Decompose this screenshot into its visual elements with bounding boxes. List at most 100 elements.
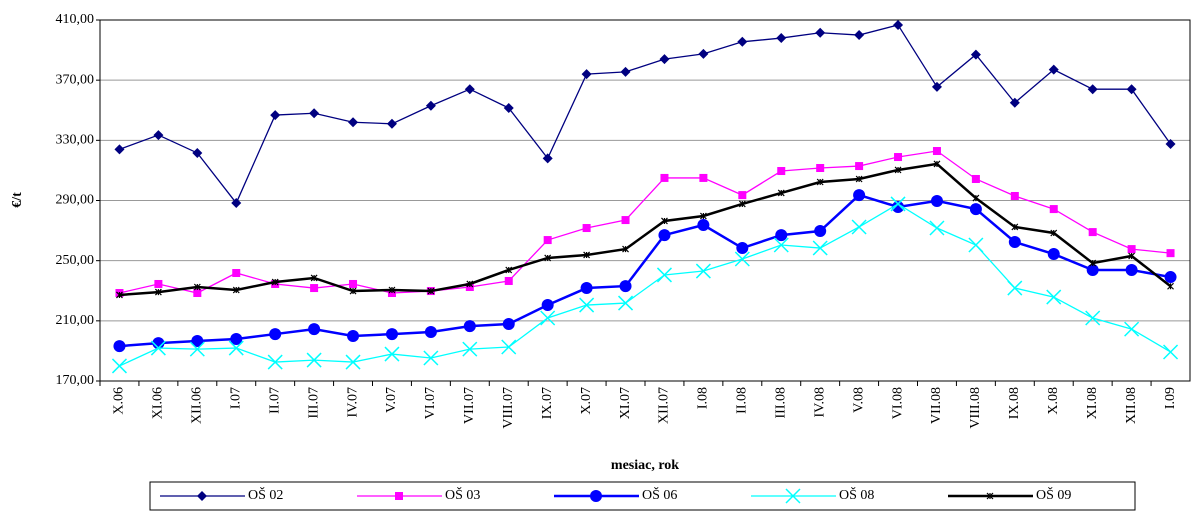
marker: [154, 288, 162, 296]
marker: [543, 236, 552, 245]
marker: [308, 323, 321, 336]
x-tick-label: XII.07: [657, 387, 672, 424]
marker: [969, 203, 982, 216]
marker: [1165, 138, 1176, 149]
marker: [1048, 64, 1059, 75]
marker: [193, 289, 202, 298]
marker: [540, 310, 556, 326]
marker: [738, 200, 746, 208]
marker: [855, 162, 864, 171]
marker: [775, 229, 788, 242]
marker: [971, 174, 980, 183]
marker: [1086, 263, 1099, 276]
marker: [1126, 84, 1137, 95]
marker: [814, 225, 827, 238]
x-tick-label: VI.08: [890, 387, 905, 419]
marker: [465, 282, 474, 291]
marker: [1087, 84, 1098, 95]
x-tick-label: IV.07: [345, 387, 360, 417]
marker: [388, 286, 396, 294]
marker: [812, 240, 828, 256]
marker: [816, 178, 824, 186]
marker: [618, 295, 634, 311]
x-tick-label: VII.08: [929, 387, 944, 424]
marker: [581, 69, 592, 80]
marker: [114, 144, 125, 155]
marker: [1047, 248, 1060, 261]
legend-label: OŠ 02: [248, 486, 283, 503]
marker: [736, 242, 749, 255]
marker: [309, 108, 320, 119]
marker: [349, 287, 357, 295]
marker: [306, 352, 322, 368]
marker: [658, 229, 671, 242]
marker: [894, 153, 903, 162]
marker: [502, 317, 515, 330]
marker: [503, 102, 514, 113]
x-tick-label: IV.08: [812, 387, 827, 417]
marker: [1010, 191, 1019, 200]
marker: [504, 276, 513, 285]
x-axis-label: mesiac, rok: [611, 458, 679, 473]
y-tick-label: 250,00: [56, 253, 95, 268]
x-tick-label: VII.07: [462, 387, 477, 424]
marker: [933, 160, 941, 168]
marker: [464, 84, 475, 95]
marker: [1164, 271, 1177, 284]
x-tick-label: II.07: [267, 387, 282, 414]
marker: [116, 291, 123, 299]
x-tick-label: I.08: [696, 387, 711, 409]
marker: [734, 251, 750, 267]
marker: [1166, 249, 1175, 258]
marker: [232, 269, 241, 278]
marker: [932, 147, 941, 156]
marker: [191, 334, 204, 347]
marker: [894, 166, 902, 174]
x-tick-label: IX.08: [1007, 387, 1022, 419]
marker: [424, 325, 437, 338]
marker: [1088, 228, 1097, 237]
legend-label: OŠ 08: [839, 486, 874, 503]
marker: [228, 340, 244, 356]
marker: [113, 340, 126, 353]
marker: [192, 147, 203, 158]
marker: [385, 328, 398, 341]
marker: [310, 284, 319, 293]
marker: [851, 219, 867, 235]
marker: [232, 286, 240, 294]
marker: [1007, 280, 1023, 296]
marker: [660, 173, 669, 182]
marker: [150, 340, 166, 356]
marker: [816, 164, 825, 173]
marker: [386, 118, 397, 129]
marker: [776, 33, 787, 44]
legend-marker: [785, 488, 801, 504]
marker: [972, 194, 980, 202]
x-tick-label: XI.06: [151, 387, 166, 419]
marker: [854, 30, 865, 41]
y-tick-label: 410,00: [56, 12, 95, 27]
marker: [542, 153, 553, 164]
x-tick-label: VI.07: [423, 387, 438, 419]
marker: [193, 283, 201, 291]
marker: [583, 251, 591, 259]
marker: [892, 200, 905, 213]
marker: [154, 279, 163, 288]
marker: [815, 27, 826, 38]
marker: [619, 280, 632, 293]
marker: [697, 219, 710, 232]
x-tick-label: IX.07: [540, 387, 555, 419]
marker: [695, 263, 711, 279]
marker: [930, 194, 943, 207]
marker: [1085, 310, 1101, 326]
marker: [777, 167, 786, 176]
marker: [659, 54, 670, 65]
legend-label: OŠ 03: [445, 486, 480, 503]
marker: [1124, 321, 1140, 337]
marker: [269, 328, 282, 341]
marker: [505, 266, 513, 274]
marker: [348, 117, 359, 128]
marker: [968, 237, 984, 253]
legend-box: [149, 481, 1136, 511]
legend-marker: [986, 492, 994, 500]
